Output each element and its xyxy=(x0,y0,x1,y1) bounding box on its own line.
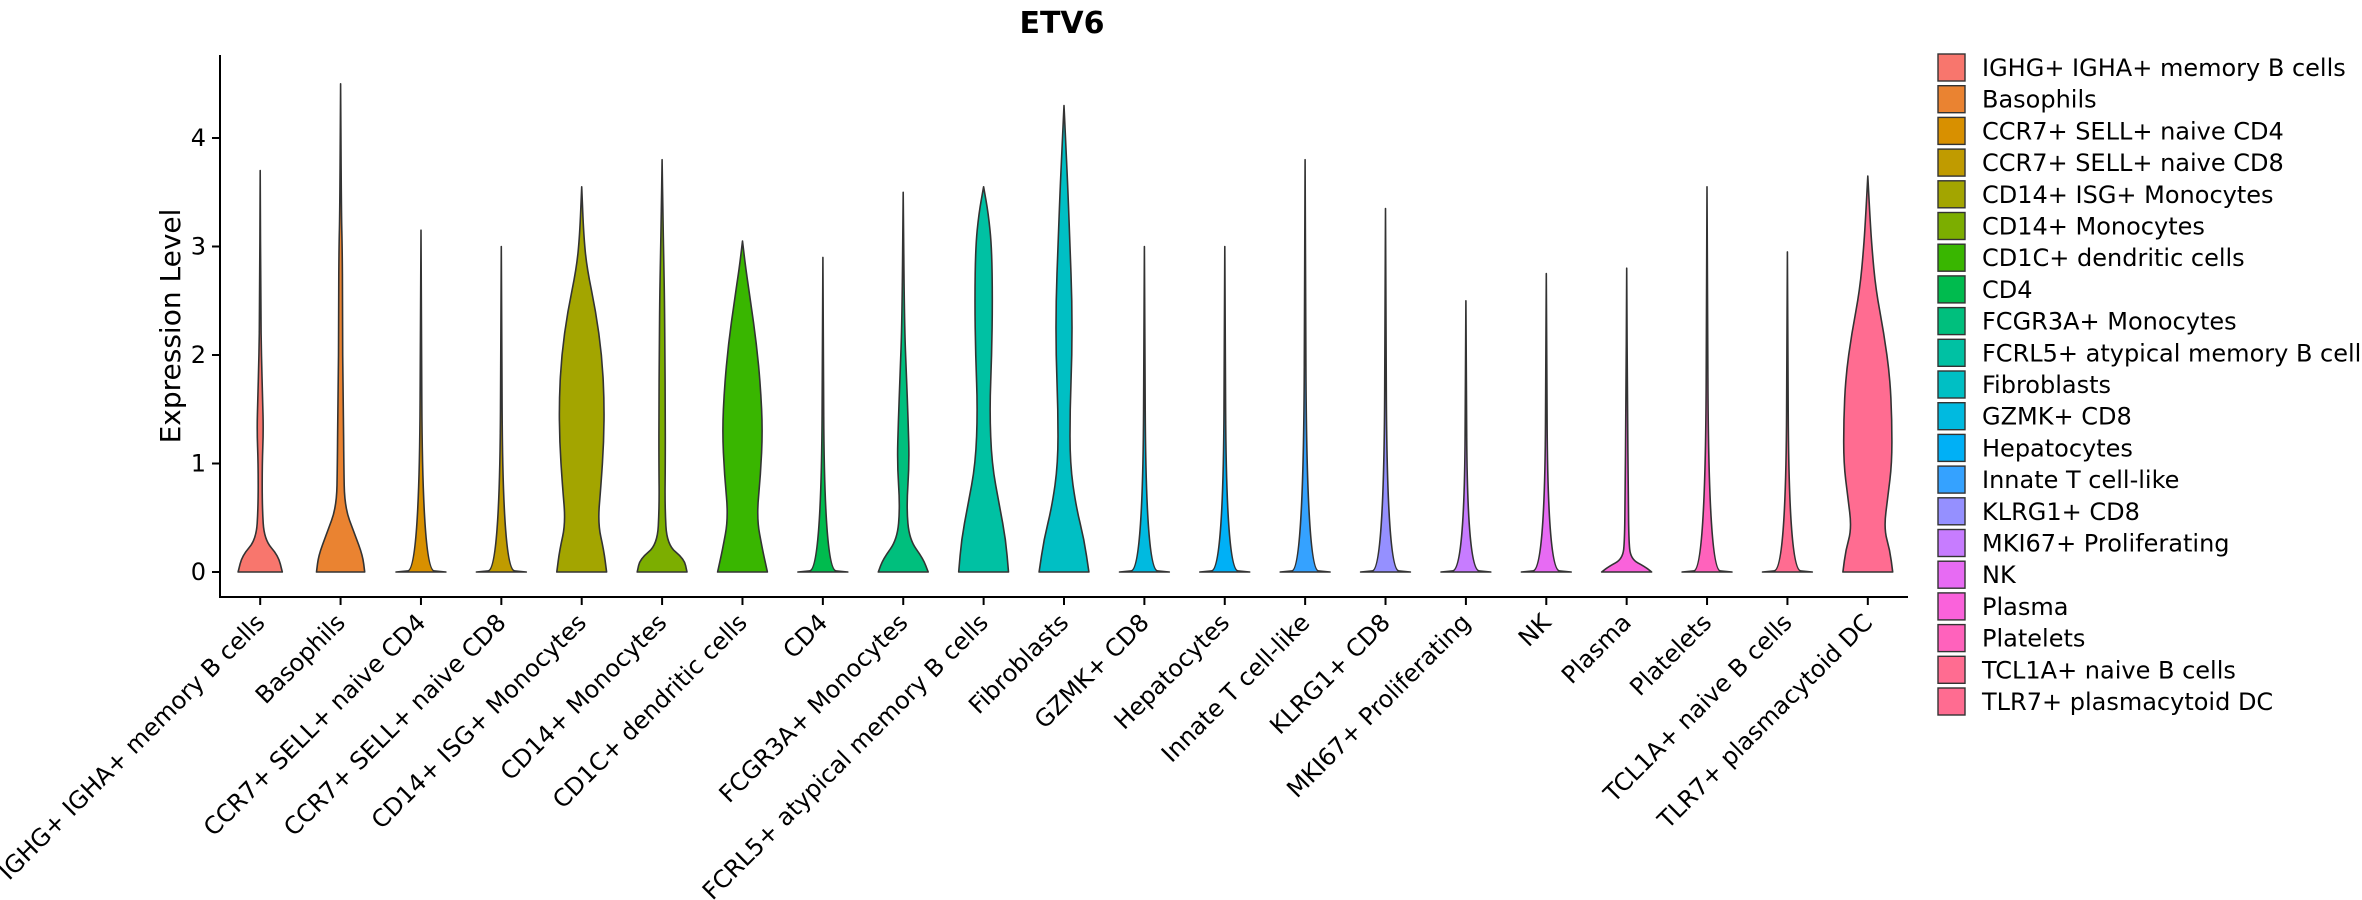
legend-label: TLR7+ plasmacytoid DC xyxy=(1981,688,2273,716)
violin-4 xyxy=(556,186,608,573)
violin-12 xyxy=(1199,245,1251,573)
violin-13 xyxy=(1279,158,1331,573)
legend-label: CD14+ Monocytes xyxy=(1982,213,2205,241)
legend-key xyxy=(1937,560,1966,589)
legend-key xyxy=(1937,180,1966,209)
legend-key xyxy=(1937,687,1966,716)
x-axis-ticks: IGHG+ IGHA+ memory B cellsBasophilsCCR7+… xyxy=(0,597,1878,900)
x-tick-label: IGHG+ IGHA+ memory B cells xyxy=(0,608,270,885)
legend-key xyxy=(1937,148,1966,177)
legend-label: Platelets xyxy=(1982,625,2085,653)
violin-20 xyxy=(1842,175,1894,573)
violin-11 xyxy=(1118,245,1171,573)
legend-label: FCGR3A+ Monocytes xyxy=(1982,308,2237,336)
violin-17 xyxy=(1600,267,1653,573)
legend-label: TCL1A+ naive B cells xyxy=(1981,656,2236,684)
legend-label: Fibroblasts xyxy=(1982,371,2111,399)
x-tick-label: Innate T cell-like xyxy=(1156,608,1315,767)
legend-key xyxy=(1937,306,1966,336)
legend-key xyxy=(1937,275,1966,304)
violin-1 xyxy=(315,83,366,573)
violin-3 xyxy=(475,245,528,573)
legend-key xyxy=(1937,116,1966,146)
violin-10 xyxy=(1038,104,1090,573)
violin-0 xyxy=(237,169,284,573)
violin-19 xyxy=(1761,251,1814,573)
legend-label: CCR7+ SELL+ naive CD8 xyxy=(1982,149,2284,177)
legend-key xyxy=(1937,497,1966,526)
legend-label: KLRG1+ CD8 xyxy=(1982,498,2140,526)
x-tick-label: CD4 xyxy=(778,608,834,664)
legend-key xyxy=(1937,211,1966,241)
violin-8 xyxy=(877,191,929,573)
legend-key xyxy=(1937,433,1966,463)
chart-title: ETV6 xyxy=(1019,6,1104,41)
y-tick-label: 0 xyxy=(191,558,206,586)
y-axis-ticks: 0 1 2 3 4 xyxy=(191,124,220,586)
legend-label: NK xyxy=(1982,561,2017,589)
legend-key xyxy=(1937,592,1966,621)
violin-18 xyxy=(1681,186,1733,573)
violin-6 xyxy=(716,240,769,573)
legend-key xyxy=(1937,338,1966,367)
y-tick-label: 2 xyxy=(191,341,206,369)
legend-label: Basophils xyxy=(1982,86,2097,114)
legend-label: FCRL5+ atypical memory B cells xyxy=(1982,339,2362,367)
legend-label: CD1C+ dendritic cells xyxy=(1982,244,2245,272)
legend-label: Plasma xyxy=(1982,593,2068,621)
violin-2 xyxy=(395,229,447,573)
x-tick-label: Plasma xyxy=(1556,608,1637,689)
legend-key xyxy=(1937,84,1966,114)
legend-key xyxy=(1937,53,1966,82)
x-tick-label: NK xyxy=(1513,608,1558,653)
legend-key xyxy=(1937,623,1966,653)
violin-7 xyxy=(797,256,849,573)
y-tick-label: 4 xyxy=(191,124,206,152)
legend-key xyxy=(1937,370,1966,399)
violin-16 xyxy=(1520,272,1572,573)
legend-label: GZMK+ CD8 xyxy=(1982,403,2132,431)
legend-label: Innate T cell-like xyxy=(1982,466,2179,494)
legend-label: MKI67+ Proliferating xyxy=(1982,530,2230,558)
legend-key xyxy=(1937,243,1966,272)
legend-key xyxy=(1937,528,1966,558)
y-tick-label: 1 xyxy=(191,450,206,478)
legend-label: IGHG+ IGHA+ memory B cells xyxy=(1982,54,2346,82)
violin-14 xyxy=(1359,207,1412,573)
legend-key xyxy=(1937,402,1966,431)
legend-label: CD4 xyxy=(1982,276,2033,304)
violins xyxy=(237,83,1894,573)
violin-15 xyxy=(1440,300,1492,573)
violin-9 xyxy=(957,186,1010,573)
legend-key xyxy=(1937,465,1966,494)
legend-label: Hepatocytes xyxy=(1982,434,2133,462)
legend-label: CD14+ ISG+ Monocytes xyxy=(1982,181,2274,209)
y-tick-label: 3 xyxy=(191,233,206,261)
x-tick-label: FCRL5+ atypical memory B cells xyxy=(697,608,994,900)
legend: IGHG+ IGHA+ memory B cells Basophils CCR7+… xyxy=(1937,53,2362,716)
legend-label: CCR7+ SELL+ naive CD4 xyxy=(1982,117,2284,145)
violin-5 xyxy=(636,158,688,573)
legend-key xyxy=(1937,655,1966,684)
y-axis-title: Expression Level xyxy=(154,209,187,444)
